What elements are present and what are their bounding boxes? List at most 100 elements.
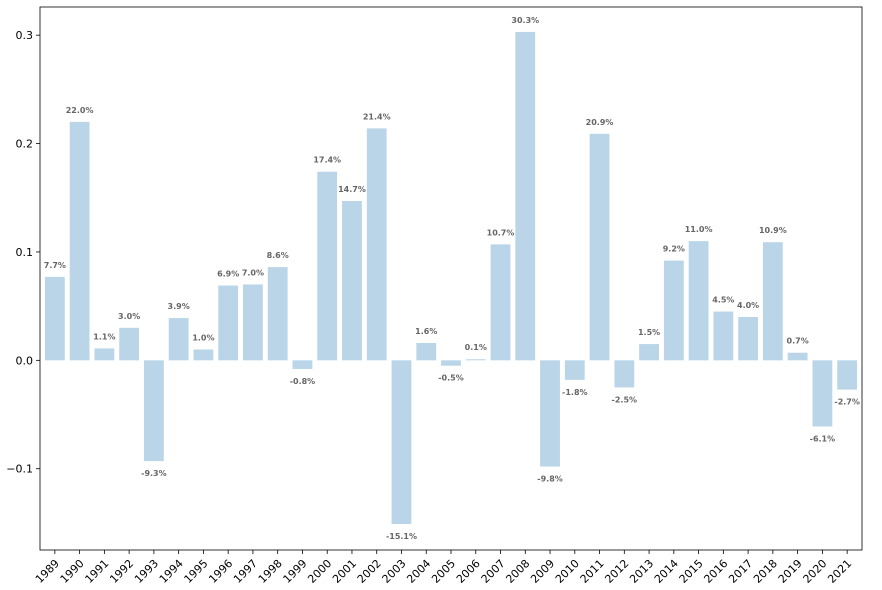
data-label-2000: 17.4% (313, 156, 341, 165)
data-label-2018: 10.9% (759, 226, 787, 235)
bar-1992 (119, 327, 140, 361)
x-axis: 1989199019911992199319941995199619971998… (33, 550, 854, 586)
x-tick-label-2011: 2011 (578, 557, 607, 586)
data-label-2015: 11.0% (685, 225, 713, 234)
bar-2004 (416, 342, 437, 361)
data-label-2002: 21.4% (363, 112, 391, 121)
x-tick-label-1996: 1996 (206, 557, 235, 586)
data-label-1994: 3.9% (168, 302, 190, 311)
bar-2008 (515, 31, 536, 361)
data-labels-layer: 7.7% 22.0% 1.1% 3.0% -9.3% 3.9% 1.0% 6.9% 7.0%8.… (44, 16, 860, 541)
x-tick-label-2017: 2017 (726, 557, 755, 586)
bar-2011 (589, 133, 610, 361)
data-label-2004: 1.6% (415, 327, 437, 336)
x-tick-label-1993: 1993 (132, 557, 161, 586)
bar-1997 (243, 284, 263, 361)
x-tick-label-2007: 2007 (479, 557, 508, 586)
x-tick-label-1998: 1998 (256, 557, 285, 586)
bar-1990 (69, 121, 90, 361)
y-tick-label: −0.1 (6, 463, 33, 476)
x-tick-label-2008: 2008 (503, 557, 532, 586)
data-label-1995: 1.0% (192, 333, 214, 342)
data-label-2012: -2.5% (612, 395, 638, 404)
x-tick-label-1989: 1989 (33, 557, 62, 586)
y-tick-label: 0.0 (16, 354, 34, 367)
bar-2009 (540, 360, 560, 467)
bar-2003 (391, 360, 412, 524)
bar-1995 (193, 349, 214, 361)
bar-2001 (342, 201, 362, 361)
x-tick-label-2018: 2018 (751, 557, 780, 586)
bar-1998 (267, 267, 288, 361)
data-label-2016: 4.5% (712, 296, 734, 305)
data-label-1989: 7.7% (44, 261, 66, 270)
bar-2006 (465, 359, 486, 361)
x-tick-label-2019: 2019 (776, 557, 805, 586)
bar-2007 (490, 244, 511, 361)
data-label-1998: 8.6% (267, 251, 289, 260)
x-tick-label-2000: 2000 (305, 557, 334, 586)
bar-1989 (44, 276, 65, 361)
data-label-2013: 1.5% (638, 328, 660, 337)
x-tick-label-1999: 1999 (281, 557, 310, 586)
data-label-2019: 0.7% (787, 337, 809, 346)
data-label-2007: 10.7% (487, 228, 515, 237)
data-label-1992: 3.0% (118, 312, 140, 321)
x-tick-label-1990: 1990 (58, 557, 87, 586)
x-tick-label-1991: 1991 (83, 557, 112, 586)
data-label-2021: -2.7% (834, 398, 860, 407)
x-tick-label-2006: 2006 (454, 557, 483, 586)
bar-1999 (292, 360, 313, 369)
data-label-1991: 1.1% (93, 332, 115, 341)
bar-1993 (143, 360, 164, 462)
x-tick-label-2003: 2003 (380, 557, 409, 586)
bar-2012 (614, 360, 635, 388)
bar-2019 (787, 352, 808, 361)
x-tick-label-1997: 1997 (231, 557, 260, 586)
x-tick-label-2009: 2009 (528, 557, 557, 586)
data-label-2005: -0.5% (438, 374, 464, 383)
bars-layer (44, 31, 858, 524)
bar-2020 (812, 360, 833, 427)
bar-2016 (713, 311, 734, 361)
y-tick-label: 0.1 (16, 246, 34, 259)
bar-1994 (168, 318, 189, 361)
x-tick-label-2021: 2021 (825, 557, 854, 586)
data-label-1993: -9.3% (141, 469, 167, 478)
data-label-2009: -9.8% (537, 475, 563, 484)
data-label-2006: 0.1% (465, 343, 487, 352)
data-label-2003: -15.1% (386, 532, 417, 541)
x-tick-label-2015: 2015 (677, 557, 706, 586)
bar-2018 (762, 242, 783, 361)
data-label-2010: -1.8% (562, 388, 588, 397)
x-tick-label-2013: 2013 (627, 557, 656, 586)
x-tick-label-2010: 2010 (553, 557, 582, 586)
data-label-1990: 22.0% (66, 106, 94, 115)
x-tick-label-2014: 2014 (652, 557, 681, 586)
y-axis: −0.1 0.0 0.1 0.2 0.3 (6, 29, 40, 476)
x-tick-label-1992: 1992 (107, 557, 136, 586)
bar-2010 (564, 360, 585, 380)
x-tick-label-2004: 2004 (404, 557, 433, 586)
data-label-2011: 20.9% (586, 118, 614, 127)
data-label-2014: 9.2% (663, 245, 685, 254)
bar-2021 (837, 360, 858, 390)
bar-1991 (94, 348, 115, 361)
x-tick-label-2012: 2012 (602, 557, 631, 586)
bar-2017 (738, 316, 759, 361)
x-tick-label-2016: 2016 (701, 557, 730, 586)
bar-2000 (317, 171, 338, 361)
data-label-1997: 7.0% (242, 268, 264, 277)
data-label-2017: 4.0% (737, 301, 759, 310)
bar-1996 (218, 285, 239, 361)
x-tick-label-1994: 1994 (157, 557, 186, 586)
y-tick-label: 0.3 (16, 29, 34, 42)
y-tick-label: 0.2 (16, 138, 34, 151)
data-label-1999: -0.8% (290, 377, 316, 386)
x-tick-label-2002: 2002 (355, 557, 384, 586)
data-label-2001: 14.7% (338, 185, 366, 194)
data-label-2008: 30.3% (511, 16, 539, 25)
data-label-2020: -6.1% (810, 434, 836, 443)
data-label-1996: 6.9% (217, 270, 239, 279)
